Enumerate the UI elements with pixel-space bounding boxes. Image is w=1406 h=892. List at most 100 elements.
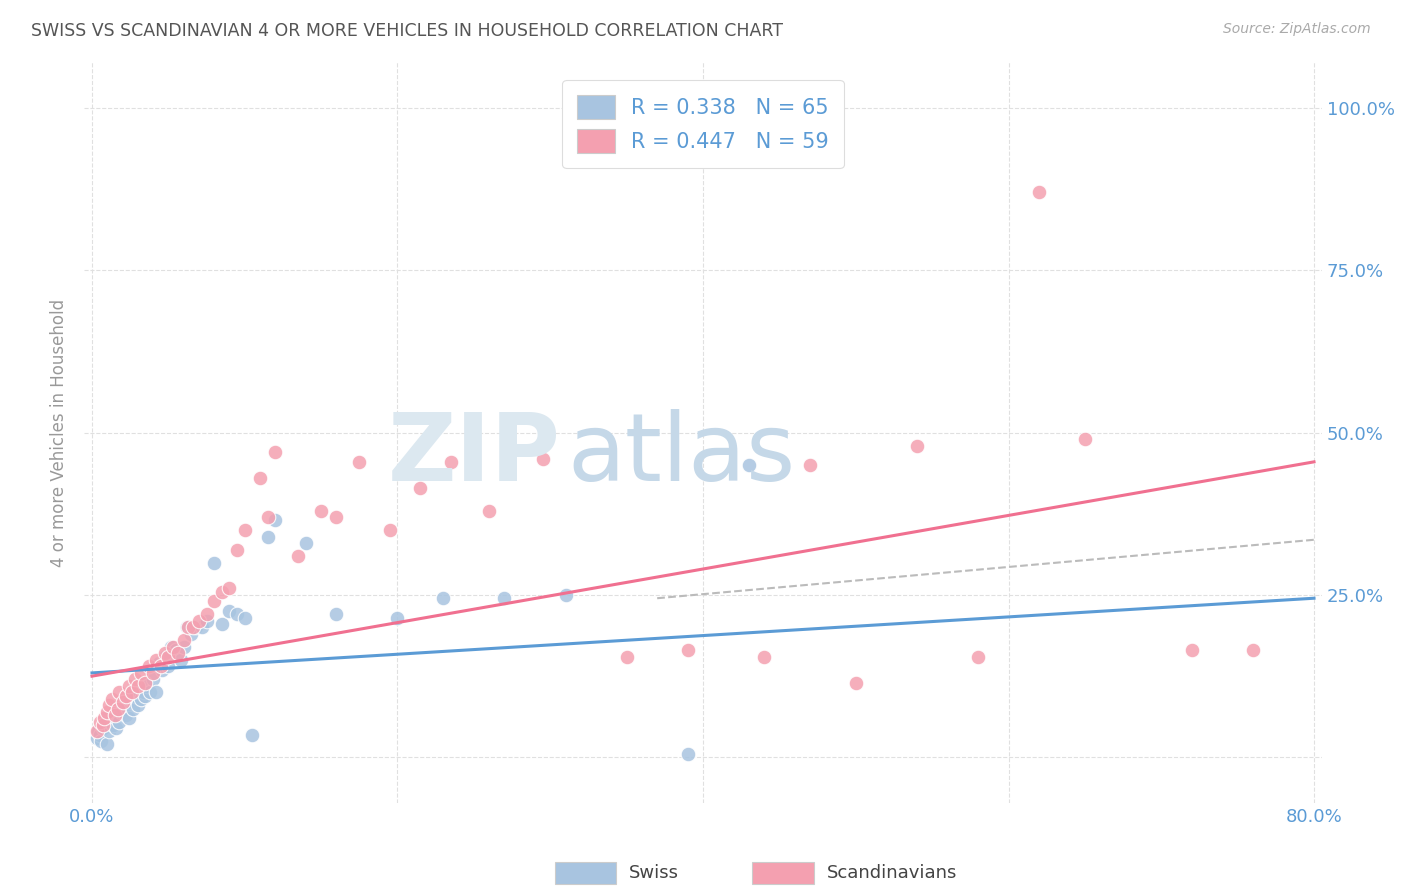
Point [89,728,111,742]
Point [87,724,110,739]
Point [202,594,225,608]
Point [129,692,152,706]
Point [249,471,271,485]
Point [233,611,256,625]
Point [101,692,124,706]
Point [160,640,183,654]
Point [676,747,699,761]
Point [148,656,170,670]
FancyBboxPatch shape [554,862,616,884]
Point [96,737,118,751]
Point [218,604,240,618]
Point [287,549,309,563]
Text: ZIP: ZIP [388,409,561,500]
Point [554,588,576,602]
Point [111,701,134,715]
Point [616,649,638,664]
Point [91,721,114,735]
Text: Source: ZipAtlas.com: Source: ZipAtlas.com [1223,22,1371,37]
Point [211,584,233,599]
Point [124,673,146,687]
Point [211,617,233,632]
Point [101,711,124,725]
Point [181,620,204,634]
Point [104,705,127,719]
Point [752,649,775,664]
Point [173,633,195,648]
Point [134,675,156,690]
Point [325,510,347,524]
Point [387,611,409,625]
Point [91,718,114,732]
Point [142,665,165,680]
Point [256,529,278,543]
Point [145,653,167,667]
Y-axis label: 4 or more Vehicles in Household: 4 or more Vehicles in Household [51,299,69,566]
Point [132,685,155,699]
Point [98,714,121,729]
Point [157,659,180,673]
Point [676,643,699,657]
Point [150,663,173,677]
Point [118,679,141,693]
Point [105,721,128,735]
Legend: R = 0.338   N = 65, R = 0.447   N = 59: R = 0.338 N = 65, R = 0.447 N = 59 [562,80,844,168]
Point [129,665,152,680]
Point [378,523,401,537]
FancyBboxPatch shape [752,862,814,884]
Text: Swiss: Swiss [628,864,679,882]
Point [162,640,184,654]
Point [134,689,156,703]
Point [145,685,167,699]
Point [325,607,347,622]
Text: SWISS VS SCANDINAVIAN 4 OR MORE VEHICLES IN HOUSEHOLD CORRELATION CHART: SWISS VS SCANDINAVIAN 4 OR MORE VEHICLES… [31,22,783,40]
Point [187,614,209,628]
Point [121,685,143,699]
Point [173,640,195,654]
Point [195,614,218,628]
Point [180,627,202,641]
Point [1074,432,1097,446]
Point [494,591,516,606]
Point [1028,186,1050,200]
Point [845,675,868,690]
Point [120,692,142,706]
Point [136,679,159,693]
Point [295,536,318,550]
Point [108,685,131,699]
Point [103,718,125,732]
Point [112,698,135,713]
Point [96,711,118,725]
Point [122,701,145,715]
Point [104,708,127,723]
Point [226,542,249,557]
Point [191,620,214,634]
Point [799,458,821,472]
Point [218,582,240,596]
Point [96,705,118,719]
Point [738,458,761,472]
Point [184,620,207,634]
Point [165,643,187,657]
Point [177,620,200,634]
Point [124,689,146,703]
Point [127,679,149,693]
Point [226,607,249,622]
Point [155,647,177,661]
Point [89,714,111,729]
Point [1181,643,1204,657]
Point [86,731,108,745]
Point [115,695,138,709]
Point [202,556,225,570]
Point [93,718,115,732]
Point [118,711,141,725]
Point [111,695,134,709]
Point [97,698,120,713]
Point [155,649,177,664]
Point [97,724,120,739]
Point [1241,643,1264,657]
Point [264,445,287,459]
Point [256,510,278,524]
Point [93,711,115,725]
Text: Scandinavians: Scandinavians [827,864,957,882]
